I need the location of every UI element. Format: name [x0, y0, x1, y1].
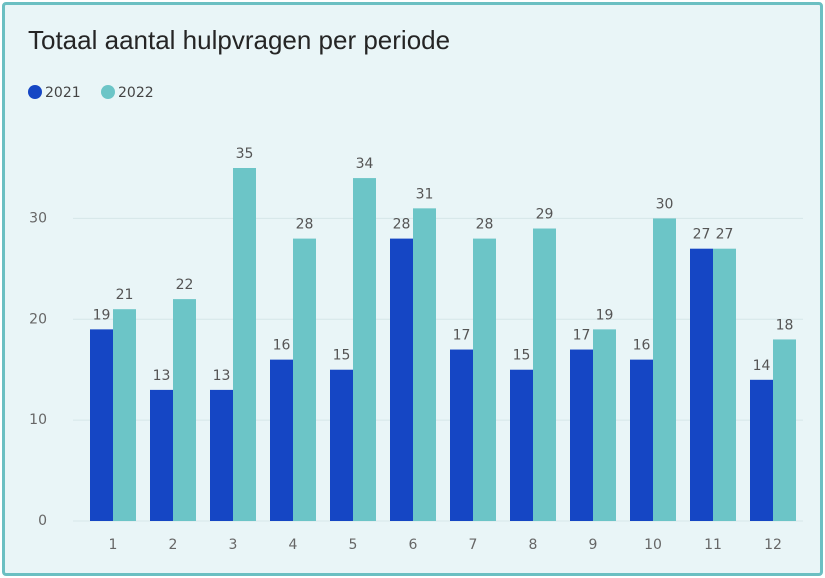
bar — [413, 208, 436, 522]
bar — [690, 248, 713, 521]
data-label: 17 — [453, 328, 471, 344]
data-label: 17 — [573, 328, 591, 344]
bar — [270, 359, 293, 521]
x-tick-label: 11 — [704, 537, 722, 553]
data-label: 28 — [476, 217, 494, 233]
data-label: 18 — [776, 317, 794, 333]
bar — [293, 238, 316, 521]
bar — [150, 389, 173, 521]
x-tick-label: 12 — [764, 537, 782, 553]
bar — [570, 349, 593, 521]
data-label: 34 — [356, 156, 374, 172]
y-tick-label: 10 — [29, 412, 47, 428]
bar — [533, 228, 556, 521]
x-tick-label: 9 — [589, 537, 598, 553]
data-label: 16 — [633, 338, 651, 354]
x-tick-label: 7 — [469, 537, 478, 553]
bar — [330, 369, 353, 521]
data-label: 28 — [393, 217, 411, 233]
bar — [773, 339, 796, 521]
data-label: 14 — [753, 358, 771, 374]
legend-label: 2021 — [45, 85, 81, 101]
data-label: 28 — [296, 217, 314, 233]
data-label: 19 — [93, 307, 111, 323]
x-tick-label: 5 — [349, 537, 358, 553]
legend-label: 2022 — [118, 85, 154, 101]
x-tick-label: 4 — [289, 537, 298, 553]
bar — [450, 349, 473, 521]
x-tick-label: 10 — [644, 537, 662, 553]
bar — [473, 238, 496, 521]
bar — [630, 359, 653, 521]
y-tick-label: 30 — [29, 210, 47, 226]
data-label: 15 — [513, 348, 531, 364]
x-tick-label: 3 — [229, 537, 238, 553]
legend-swatch — [28, 85, 42, 99]
bar — [353, 178, 376, 522]
data-label: 31 — [416, 186, 434, 202]
x-tick-label: 2 — [169, 537, 178, 553]
bar — [210, 389, 233, 521]
data-label: 13 — [153, 368, 171, 384]
bar — [510, 369, 533, 521]
data-label: 19 — [596, 307, 614, 323]
chart-title: Totaal aantal hulpvragen per periode — [28, 25, 450, 55]
bar — [90, 329, 113, 521]
bar — [173, 299, 196, 521]
bar — [113, 309, 136, 521]
y-tick-label: 0 — [38, 513, 47, 529]
data-label: 21 — [116, 287, 134, 303]
legend-swatch — [101, 85, 115, 99]
data-label: 27 — [693, 227, 711, 243]
bar — [653, 218, 676, 521]
data-label: 27 — [716, 227, 734, 243]
x-tick-label: 1 — [109, 537, 118, 553]
bar — [593, 329, 616, 521]
data-label: 30 — [656, 196, 674, 212]
x-tick-label: 8 — [529, 537, 538, 553]
x-tick-label: 6 — [409, 537, 418, 553]
bar — [390, 238, 413, 521]
bar — [233, 168, 256, 521]
data-label: 35 — [236, 146, 254, 162]
y-tick-label: 20 — [29, 311, 47, 327]
data-label: 16 — [273, 338, 291, 354]
data-label: 29 — [536, 207, 554, 223]
data-label: 13 — [213, 368, 231, 384]
bar — [713, 248, 736, 521]
data-label: 22 — [176, 277, 194, 293]
data-label: 15 — [333, 348, 351, 364]
bar — [750, 379, 773, 521]
